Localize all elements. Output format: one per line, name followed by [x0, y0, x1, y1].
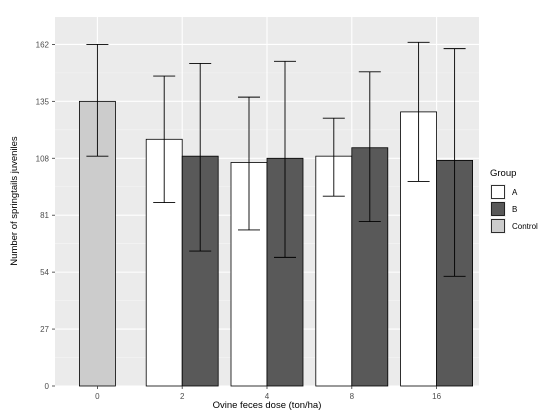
- y-tick-label: 108: [36, 154, 50, 163]
- x-tick-label: 2: [180, 392, 185, 401]
- y-tick-label: 27: [40, 325, 49, 334]
- legend-label-control: Control: [512, 222, 538, 231]
- y-tick-label: 135: [36, 97, 50, 106]
- legend-key-control: [491, 219, 505, 233]
- x-axis-title: Ovine feces dose (ton/ha): [213, 400, 322, 411]
- legend-key-b: [491, 202, 505, 216]
- bar-control-0: [79, 100, 116, 387]
- error-bars: [86, 41, 466, 277]
- y-tick-label: 81: [40, 211, 49, 220]
- x-tick-label: 8: [350, 392, 355, 401]
- y-axis: 0 27 54 81 108 135 162: [36, 40, 55, 391]
- y-axis-title: Number of springtails juveniles: [9, 136, 20, 266]
- y-tick-label: 54: [40, 268, 49, 277]
- legend: Group AB Control: [490, 168, 538, 234]
- x-tick-label: 0: [95, 392, 100, 401]
- bars: [79, 100, 474, 387]
- x-axis: 0 2 4 8 16: [95, 386, 442, 401]
- x-tick-label: 16: [432, 392, 441, 401]
- y-tick-label: 0: [45, 382, 50, 391]
- legend-label-b: B: [512, 205, 517, 214]
- y-tick-label: 162: [36, 40, 50, 49]
- legend-title: Group: [490, 168, 516, 179]
- legend-label-a: A: [512, 188, 518, 197]
- x-tick-label: 4: [265, 392, 270, 401]
- legend-key-a: [491, 185, 505, 199]
